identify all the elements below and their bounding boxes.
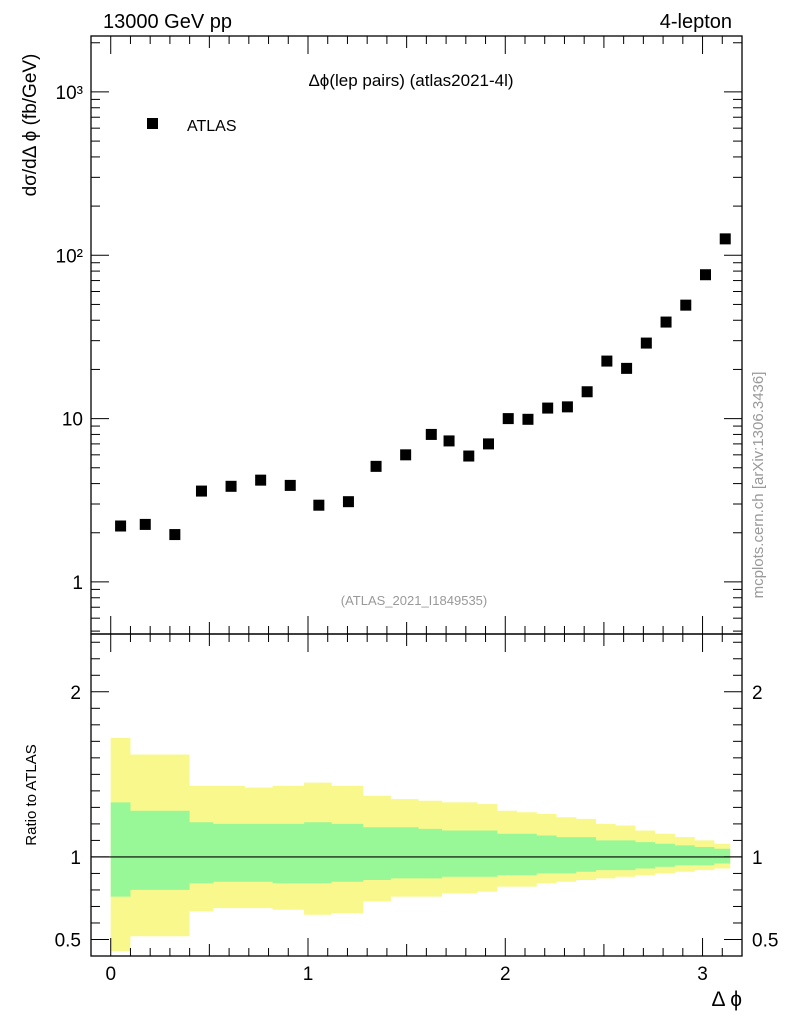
data-point	[542, 402, 554, 414]
main-plot: 1 10 10² 10³ Δϕ(lep pairs) (atlas2021-4l) A…	[20, 35, 767, 635]
y-tick-label: 1	[70, 848, 81, 869]
data-point	[660, 316, 672, 328]
legend-label: ATLAS	[187, 118, 237, 135]
main-ticks: 1 10 10² 10³	[56, 36, 743, 634]
main-title: Δϕ(lep pairs) (atlas2021-4l)	[308, 71, 513, 90]
side-label: mcplots.cern.ch [arXiv:1306.3436]	[750, 372, 767, 599]
ratio-y-axis-label: Ratio to ATLAS	[23, 744, 40, 845]
data-point	[169, 529, 181, 541]
header-left: 13000 GeV pp	[103, 11, 232, 33]
data-point	[502, 413, 514, 425]
data-point	[425, 428, 437, 440]
main-points	[115, 233, 731, 541]
data-point	[313, 499, 325, 511]
data-point	[139, 518, 151, 530]
data-point	[443, 435, 455, 447]
data-point	[700, 269, 712, 281]
data-point	[640, 337, 652, 349]
data-point	[115, 520, 127, 532]
data-point	[255, 474, 267, 486]
data-point	[581, 386, 593, 398]
inner-band	[110, 802, 731, 897]
header-right: 4-lepton	[660, 11, 732, 33]
data-point	[719, 233, 731, 245]
data-point	[195, 485, 207, 497]
main-y-axis-label: dσ/dΔ ϕ (fb/GeV)	[20, 54, 41, 197]
y-tick-label-right: 0.5	[752, 930, 778, 951]
y-tick-label-right: 1	[752, 848, 763, 869]
data-point	[601, 355, 613, 367]
data-point	[225, 480, 237, 492]
legend-marker	[147, 118, 158, 129]
x-tick-label: 0	[105, 964, 116, 985]
data-point	[400, 449, 412, 461]
x-tick-label: 1	[303, 964, 314, 985]
data-point	[483, 438, 495, 450]
y-tick-label: 0.5	[55, 930, 81, 951]
y-tick-label: 10²	[56, 246, 83, 267]
ratio-bands	[110, 738, 731, 951]
y-tick-label: 10³	[56, 83, 83, 104]
data-point	[561, 401, 573, 413]
ratio-frame	[90, 633, 743, 957]
x-tick-label: 2	[500, 964, 511, 985]
y-tick-label: 1	[72, 573, 83, 594]
watermark: (ATLAS_2021_I1849535)	[341, 593, 487, 608]
x-tick-label: 3	[697, 964, 708, 985]
y-tick-label-right: 2	[752, 683, 763, 704]
data-point	[284, 479, 296, 491]
data-point	[522, 413, 534, 425]
x-axis-label: Δ ϕ	[712, 988, 742, 1011]
data-point	[370, 460, 382, 472]
data-point	[463, 450, 475, 462]
y-tick-label: 10	[62, 410, 83, 431]
data-point	[621, 362, 633, 374]
y-tick-label: 2	[70, 683, 81, 704]
ratio-plot: 0.5 0.5 1 1 2 2 0 1 2 3 Ratio to ATLAS Δ ϕ	[23, 633, 778, 1011]
data-point	[342, 496, 354, 508]
data-point	[680, 299, 692, 311]
